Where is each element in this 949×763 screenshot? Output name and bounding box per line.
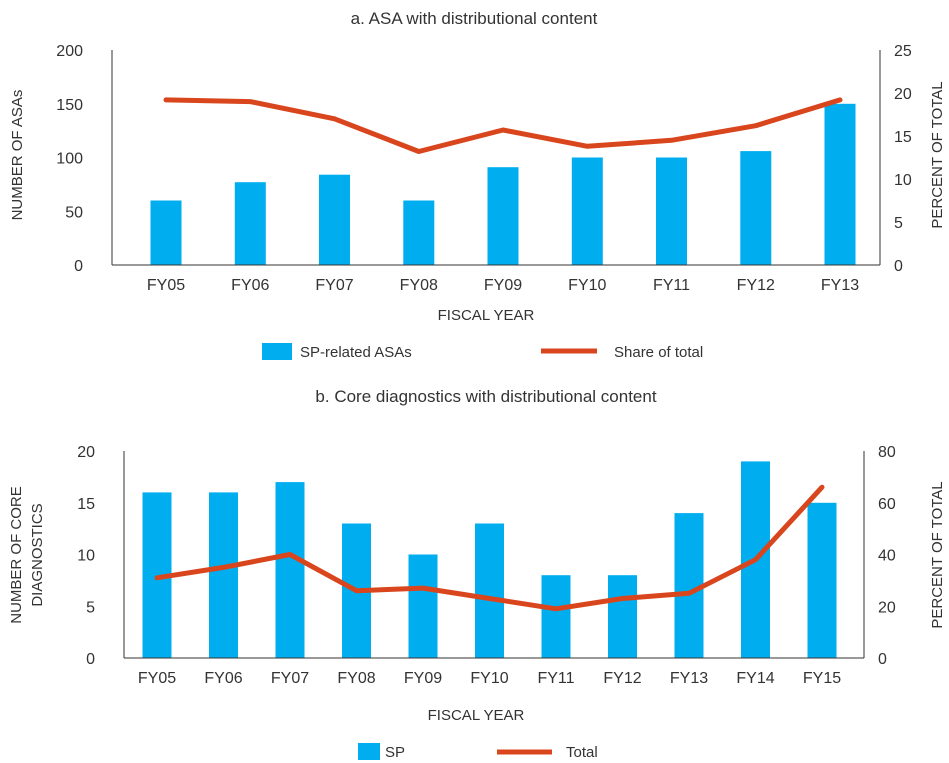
chart-a-y-tick-label: 150: [56, 97, 83, 114]
chart-a-line-series: [163, 97, 843, 154]
chart-a-y-right-tick-label: 10: [894, 172, 912, 189]
chart-b-bar: [209, 492, 238, 658]
chart-a-x-tick-label: FY12: [737, 277, 775, 294]
chart-a-bar: [234, 182, 266, 265]
chart-b-x-tick-label: FY06: [204, 670, 242, 687]
chart-b-bar: [674, 513, 704, 658]
chart-b-x-tick-label: FY10: [470, 670, 508, 687]
chart-a-bar: [487, 167, 519, 265]
chart-b-y-axis-label-line2: DIAGNOSTICS: [29, 503, 46, 606]
chart-b-legend-label-line: Total: [566, 744, 598, 761]
chart-a-y-tick-label: 100: [56, 151, 83, 168]
chart-b-y-right-tick-label: 40: [878, 548, 896, 565]
chart-b-y-tick-label: 5: [86, 599, 95, 616]
chart-a-bar: [403, 200, 435, 265]
chart-b-bar: [807, 502, 837, 659]
chart-b-legend-swatch-bar: [358, 743, 380, 760]
chart-b-y-tick-label: 20: [77, 444, 95, 461]
chart-b-y-axis-label-line1: NUMBER OF CORE: [8, 486, 25, 624]
chart-b-bar: [541, 575, 571, 658]
chart-b-y-right-tick-label: 60: [878, 496, 896, 513]
chart-b-x-tick-label: FY07: [271, 670, 309, 687]
chart-a-x-axis-label: FISCAL YEAR: [438, 307, 535, 324]
chart-a-legend-label-line: Share of total: [614, 344, 703, 361]
chart-b-y-tick-label: 15: [77, 496, 95, 513]
chart-b-x-tick-label: FY12: [603, 670, 641, 687]
chart-a-y-right-tick-label: 15: [894, 129, 912, 146]
chart-b-line-series: [154, 484, 825, 612]
chart-a-plot: 0 50 100 150 200 0 5 10 15 20 25 FY05 FY06 FY07 FY08 FY…: [56, 43, 912, 294]
chart-b-x-tick-label: FY08: [337, 670, 375, 687]
chart-a-legend-label-bar: SP-related ASAs: [300, 344, 412, 361]
chart-b-bar: [408, 554, 438, 658]
chart-b-title: b. Core diagnostics with distributional …: [315, 387, 656, 406]
chart-a-y-axis-label: NUMBER OF ASAs: [9, 90, 26, 221]
chart-b-y-tick-label: 0: [86, 651, 95, 668]
chart-a-y-right-tick-label: 20: [894, 86, 912, 103]
chart-a-title: a. ASA with distributional content: [351, 9, 598, 28]
chart-a-y-right-tick-label: 0: [894, 258, 903, 275]
chart-b-y-right-tick-label: 20: [878, 599, 896, 616]
chart-b-x-axis-label: FISCAL YEAR: [428, 707, 525, 724]
chart-b-bar: [275, 482, 305, 658]
chart-b-x-tick-label: FY05: [138, 670, 176, 687]
chart-a-y-tick-label: 200: [56, 43, 83, 60]
chart-b-x-tick-label: FY13: [670, 670, 708, 687]
chart-b-legend-label-bar: SP: [385, 744, 405, 761]
chart-b-y-right-tick-label: 0: [878, 651, 887, 668]
chart-b-x-tick-label: FY09: [404, 670, 442, 687]
chart-a-y-right-tick-label: 25: [894, 43, 912, 60]
chart-a-x-tick-label: FY13: [821, 277, 859, 294]
chart-a-legend-swatch-bar: [262, 343, 292, 360]
chart-a-x-tick-label: FY11: [653, 277, 690, 294]
chart-a-x-tick-label: FY05: [147, 277, 185, 294]
chart-a-x-tick-label: FY10: [568, 277, 606, 294]
chart-b-plot: 0 5 10 15 20 0 20 40 60 80 FY05 FY06 FY07 FY08 FY09 FY1…: [77, 444, 896, 687]
chart-a-bar: [824, 103, 856, 266]
chart-b-y-tick-label: 10: [77, 548, 95, 565]
chart-b-x-tick-label: FY11: [537, 670, 574, 687]
chart-b-bar: [475, 523, 504, 658]
chart-b-bar: [608, 575, 637, 658]
chart-a-x-tick-label: FY06: [231, 277, 269, 294]
chart-b-y-axis-right-label: PERCENT OF TOTAL: [929, 481, 946, 628]
chart-b-y-right-tick-label: 80: [878, 444, 896, 461]
chart-a-x-tick-label: FY07: [315, 277, 353, 294]
chart-b-x-tick-label: FY15: [803, 670, 841, 687]
chart-a-y-tick-label: 50: [65, 204, 83, 221]
chart-a-y-right-tick-label: 5: [894, 215, 903, 232]
chart-a-bar: [740, 151, 772, 265]
chart-a-x-tick-label: FY09: [484, 277, 522, 294]
chart-a-bar: [319, 174, 350, 265]
chart-a-y-axis-right-label: PERCENT OF TOTAL: [929, 81, 946, 228]
chart-a-y-tick-label: 0: [74, 258, 83, 275]
chart-a-bar: [571, 157, 603, 265]
chart-a-bar: [656, 157, 687, 265]
chart-b-x-tick-label: FY14: [736, 670, 774, 687]
chart-a-bar: [150, 200, 182, 265]
chart-a-x-tick-label: FY08: [400, 277, 438, 294]
